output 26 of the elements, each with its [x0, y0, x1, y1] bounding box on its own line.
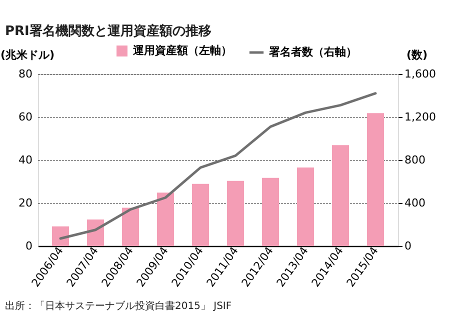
bar [262, 178, 279, 246]
y2-tick-label: 400 [404, 196, 426, 210]
legend-label: 署名者数（右軸） [268, 46, 357, 58]
y2-tick-label: 1,200 [404, 110, 436, 124]
y-tick-label: 60 [18, 110, 32, 124]
y-axis-title: (兆米ドル) [0, 48, 55, 62]
y-tick-label: 80 [18, 68, 32, 80]
text: 出所：「日本サステーナブル投資白書2015」 JSIF [5, 300, 232, 312]
bar [52, 226, 69, 246]
bar [367, 113, 384, 246]
bar [297, 168, 314, 246]
bar [192, 184, 209, 246]
bar [227, 180, 244, 246]
bar [332, 145, 349, 246]
y-tick-label: 40 [18, 154, 32, 166]
y-tick-label: 0 [26, 240, 32, 252]
y2-tick-label: 0 [404, 240, 412, 252]
line-series [59, 92, 377, 240]
chart-title: PRI署名機関数と運用資産額の推移 [5, 23, 212, 39]
y2-tick-label: 800 [404, 154, 426, 166]
bar [122, 208, 139, 246]
legend-label: 運用資産額（左軸） [132, 44, 232, 57]
bar [157, 192, 174, 246]
y-tick-label: 20 [18, 196, 32, 210]
y2-tick-label: 1,600 [404, 68, 436, 80]
y2-axis-title: (数) [406, 48, 428, 62]
